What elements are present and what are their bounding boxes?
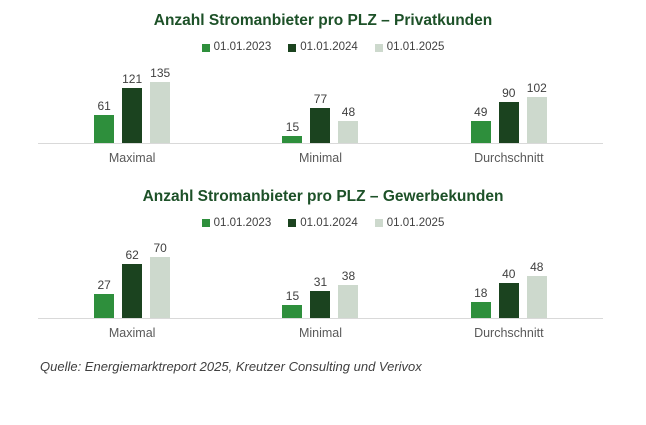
legend: 01.01.2023 01.01.2024 01.01.2025 <box>0 216 646 230</box>
legend-item: 01.01.2023 <box>201 41 272 54</box>
bar-group: 15 31 38 <box>226 269 414 319</box>
category-axis: Maximal Minimal Durchschnitt <box>38 319 603 340</box>
bar-with-label: 121 <box>122 73 142 143</box>
bar-value-label: 62 <box>125 248 139 263</box>
bar-with-label: 40 <box>498 267 519 319</box>
bar-with-label: 90 <box>498 85 519 143</box>
legend-label: 01.01.2025 <box>386 41 445 54</box>
bar <box>526 276 547 319</box>
legend-item: 01.01.2023 <box>201 216 272 230</box>
bar <box>94 294 115 319</box>
bar-with-label: 135 <box>150 67 170 143</box>
legend-label: 01.01.2025 <box>386 216 445 229</box>
bar <box>310 107 331 143</box>
chart-title: Anzahl Stromanbieter pro PLZ – Privatkun… <box>153 12 493 29</box>
bar <box>282 305 303 319</box>
bar-value-label: 90 <box>502 85 516 100</box>
category-axis: Maximal Minimal Durchschnitt <box>38 144 603 165</box>
bar-value-label: 48 <box>530 260 544 275</box>
bar-value-label: 102 <box>526 80 547 95</box>
bar-value-label: 77 <box>313 91 328 106</box>
legend-swatch <box>374 219 383 228</box>
bar-with-label: 15 <box>282 289 303 319</box>
legend-label: 01.01.2024 <box>300 216 358 229</box>
bar-with-label: 102 <box>527 82 547 143</box>
legend-swatch <box>288 43 297 52</box>
bar-group: 49 90 102 <box>415 82 603 143</box>
bar-group: 15 77 48 <box>226 93 414 143</box>
bar-group: 18 40 48 <box>415 260 603 319</box>
bar-value-label: 48 <box>341 104 356 119</box>
bar-group: 27 62 70 <box>38 241 226 319</box>
bar-value-label: 15 <box>285 119 300 134</box>
bar-with-label: 61 <box>94 98 115 143</box>
category-label: Minimal <box>298 326 343 341</box>
bar-value-label: 38 <box>341 269 356 284</box>
bar <box>338 285 359 319</box>
bar-with-label: 62 <box>122 248 143 319</box>
bar <box>310 291 331 319</box>
bar <box>282 135 303 143</box>
bar-with-label: 31 <box>310 275 331 319</box>
bar <box>498 101 519 143</box>
legend-swatch <box>374 43 383 52</box>
bar-value-label: 15 <box>285 289 300 304</box>
bar-value-label: 27 <box>97 278 111 293</box>
bar <box>150 257 171 319</box>
bar-with-label: 38 <box>338 269 359 319</box>
category-label: Maximal <box>108 326 156 341</box>
bar-value-label: 49 <box>474 104 488 119</box>
bar-value-label: 121 <box>122 71 143 86</box>
plot-area: 61 121 135 15 77 48 49 90 102 <box>38 63 603 144</box>
bar-value-label: 40 <box>502 267 516 282</box>
bar <box>470 302 491 319</box>
chart-title: Anzahl Stromanbieter pro PLZ – Gewerbeku… <box>142 187 504 205</box>
bar <box>526 96 547 143</box>
bar-with-label: 48 <box>338 104 359 143</box>
bar <box>498 283 519 319</box>
bar-with-label: 48 <box>526 260 547 319</box>
bar <box>94 114 115 143</box>
bar <box>338 120 359 143</box>
bar-with-label: 27 <box>94 278 115 319</box>
bar-group: 61 121 135 <box>38 67 226 143</box>
bar <box>150 81 171 143</box>
bar-value-label: 70 <box>153 241 167 256</box>
bar <box>470 120 491 143</box>
legend-swatch <box>288 219 297 228</box>
category-label: Durchschnitt <box>474 326 544 341</box>
bar-with-label: 77 <box>310 91 331 143</box>
legend-label: 01.01.2023 <box>213 216 272 229</box>
bar <box>122 87 143 143</box>
legend-item: 01.01.2025 <box>374 41 445 54</box>
chart-gewerbekunden: Anzahl Stromanbieter pro PLZ – Gewerbeku… <box>0 187 646 340</box>
chart-privatkunden: Anzahl Stromanbieter pro PLZ – Privatkun… <box>0 12 646 165</box>
bar-value-label: 18 <box>474 286 488 301</box>
bar-with-label: 18 <box>470 286 491 319</box>
legend-label: 01.01.2024 <box>300 41 358 54</box>
legend-item: 01.01.2024 <box>288 42 358 54</box>
plot-area: 27 62 70 15 31 38 18 40 48 <box>38 238 603 320</box>
legend-item: 01.01.2024 <box>288 216 358 230</box>
bar-value-label: 61 <box>97 98 111 113</box>
bar <box>122 264 143 319</box>
legend-label: 01.01.2023 <box>213 41 272 54</box>
legend: 01.01.2023 01.01.2024 01.01.2025 <box>0 42 646 54</box>
bar-with-label: 70 <box>150 241 171 319</box>
legend-item: 01.01.2025 <box>374 216 445 230</box>
source-note: Quelle: Energiemarktreport 2025, Kreutze… <box>40 359 422 375</box>
category-label: Maximal <box>108 150 156 165</box>
bar-with-label: 15 <box>282 119 303 143</box>
category-label: Durchschnitt <box>474 150 544 165</box>
category-label: Minimal <box>298 150 343 165</box>
legend-swatch <box>201 219 210 228</box>
bar-value-label: 135 <box>150 65 171 80</box>
legend-swatch <box>201 43 210 52</box>
bar-value-label: 31 <box>313 275 328 290</box>
bar-with-label: 49 <box>470 104 491 143</box>
